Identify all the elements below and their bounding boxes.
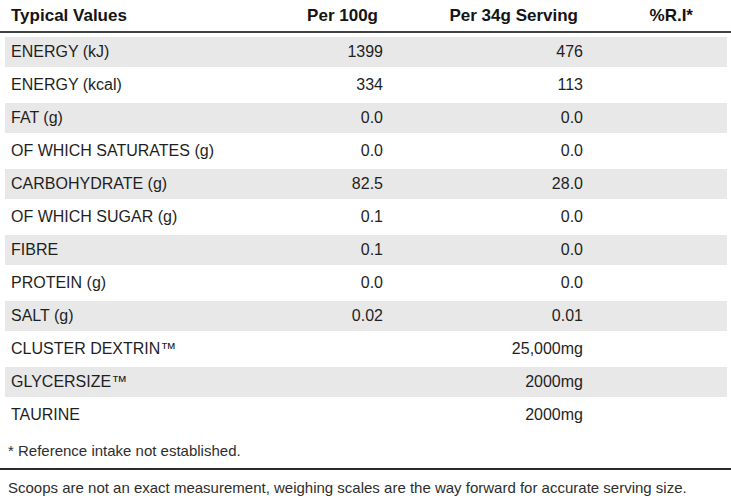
row-per-100g: 334 — [258, 76, 383, 94]
table-row: PROTEIN (g)0.00.0 — [5, 268, 727, 298]
row-label: ENERGY (kcal) — [5, 76, 258, 94]
row-per-serving: 0.0 — [383, 109, 583, 127]
row-label: OF WHICH SATURATES (g) — [5, 142, 258, 160]
table-body: ENERGY (kJ)1399476ENERGY (kcal)334113FAT… — [0, 37, 731, 430]
row-label: GLYCERSIZE™ — [5, 373, 258, 391]
row-per-100g: 0.0 — [258, 142, 383, 160]
row-label: OF WHICH SUGAR (g) — [5, 208, 258, 226]
row-label: CARBOHYDRATE (g) — [5, 175, 258, 193]
row-per-serving: 476 — [383, 43, 583, 61]
table-header-row: Typical Values Per 100g Per 34g Serving … — [0, 0, 731, 33]
row-per-100g: 0.0 — [258, 109, 383, 127]
row-per-100g: 0.0 — [258, 274, 383, 292]
row-per-serving: 2000mg — [383, 373, 583, 391]
row-label: TAURINE — [5, 406, 258, 424]
row-label: FIBRE — [5, 241, 258, 259]
row-per-serving: 0.0 — [383, 274, 583, 292]
row-per-100g: 0.1 — [258, 208, 383, 226]
row-per-serving: 2000mg — [383, 406, 583, 424]
nutrition-panel: Typical Values Per 100g Per 34g Serving … — [0, 0, 731, 501]
row-label: ENERGY (kJ) — [5, 43, 258, 61]
header-per-serving: Per 34g Serving — [378, 6, 578, 26]
row-per-serving: 0.0 — [383, 208, 583, 226]
divider-line — [0, 468, 731, 470]
table-row: OF WHICH SATURATES (g)0.00.0 — [5, 136, 727, 166]
row-per-serving: 0.0 — [383, 142, 583, 160]
header-typical-values: Typical Values — [0, 6, 253, 26]
header-reference-intake: %R.I* — [578, 6, 731, 26]
table-row: CARBOHYDRATE (g)82.528.0 — [5, 169, 727, 199]
table-row: OF WHICH SUGAR (g)0.10.0 — [5, 202, 727, 232]
row-label: SALT (g) — [5, 307, 258, 325]
row-per-serving: 28.0 — [383, 175, 583, 193]
row-label: PROTEIN (g) — [5, 274, 258, 292]
header-per-100g: Per 100g — [253, 6, 378, 26]
row-per-serving: 25,000mg — [383, 340, 583, 358]
footnote: * Reference intake not established. — [8, 442, 731, 459]
disclaimer: Scoops are not an exact measurement, wei… — [8, 479, 731, 496]
table-row: SALT (g)0.020.01 — [5, 301, 727, 331]
table-row: TAURINE 2000mg — [5, 400, 727, 430]
table-row: GLYCERSIZE™ 2000mg — [5, 367, 727, 397]
row-per-100g: 1399 — [258, 43, 383, 61]
table-row: FIBRE0.10.0 — [5, 235, 727, 265]
row-per-100g: 0.1 — [258, 241, 383, 259]
table-row: ENERGY (kJ)1399476 — [5, 37, 727, 67]
row-label: CLUSTER DEXTRIN™ — [5, 340, 258, 358]
row-per-serving: 0.01 — [383, 307, 583, 325]
table-row: FAT (g)0.00.0 — [5, 103, 727, 133]
table-row: ENERGY (kcal)334113 — [5, 70, 727, 100]
row-per-100g: 0.02 — [258, 307, 383, 325]
row-per-serving: 113 — [383, 76, 583, 94]
row-label: FAT (g) — [5, 109, 258, 127]
row-per-100g: 82.5 — [258, 175, 383, 193]
table-row: CLUSTER DEXTRIN™ 25,000mg — [5, 334, 727, 364]
row-per-serving: 0.0 — [383, 241, 583, 259]
